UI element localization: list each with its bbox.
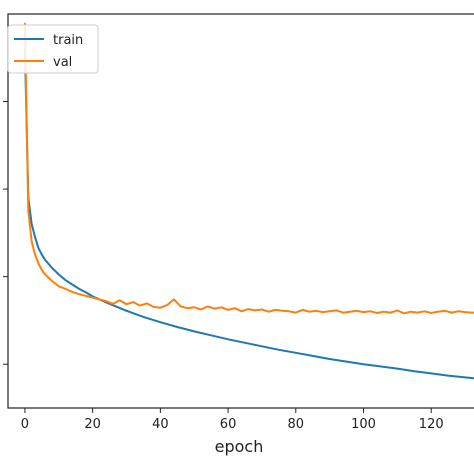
x-tick-label: 120 xyxy=(419,417,444,432)
x-tick-label: 80 xyxy=(288,417,305,432)
x-tick-label: 40 xyxy=(152,417,169,432)
x-axis-label: epoch xyxy=(215,437,264,456)
legend: train val xyxy=(7,24,99,74)
plot-area xyxy=(7,13,474,409)
y-axis-ticks xyxy=(3,101,8,365)
x-tick-label: 20 xyxy=(84,417,101,432)
x-tick-label: 100 xyxy=(351,417,376,432)
legend-label-val: val xyxy=(53,55,72,70)
plot-frame xyxy=(7,13,474,409)
x-axis-ticks: 0 20 40 60 80 100 120 xyxy=(21,408,444,432)
legend-label-train: train xyxy=(53,33,83,48)
series-lines xyxy=(23,22,474,380)
x-tick-label: 60 xyxy=(220,417,237,432)
series-line-val xyxy=(23,22,474,315)
series-line-train xyxy=(23,48,474,380)
x-tick-label: 0 xyxy=(21,417,29,432)
